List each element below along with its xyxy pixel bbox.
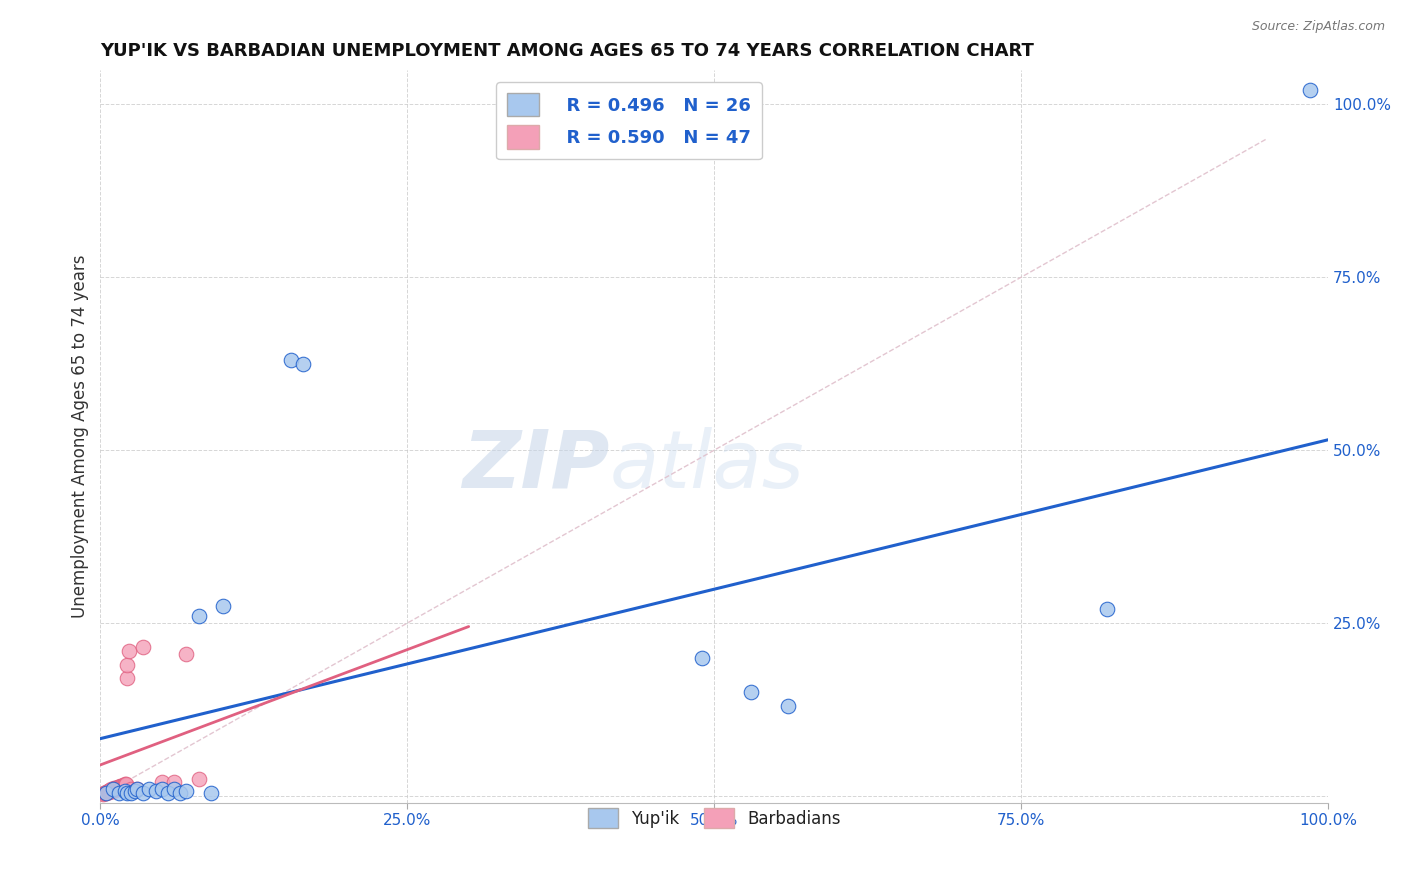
Point: [163, 782, 186, 797]
Point: [111, 780, 134, 794]
Text: YUP'IK VS BARBADIAN UNEMPLOYMENT AMONG AGES 65 TO 74 YEARS CORRELATION CHART: YUP'IK VS BARBADIAN UNEMPLOYMENT AMONG A…: [100, 42, 1035, 60]
Point: [117, 786, 139, 800]
Point: [105, 782, 128, 797]
Point: [120, 786, 142, 800]
Text: Source: ZipAtlas.com: Source: ZipAtlas.com: [1251, 20, 1385, 33]
Point: [104, 780, 127, 795]
Point: [94, 786, 117, 800]
Point: [100, 783, 122, 797]
Point: [1095, 602, 1118, 616]
Point: [145, 783, 167, 797]
Point: [101, 783, 124, 797]
Point: [138, 782, 160, 797]
Point: [124, 783, 146, 797]
Point: [176, 647, 198, 661]
Point: [212, 599, 235, 613]
Point: [280, 353, 302, 368]
Point: [114, 783, 136, 797]
Point: [114, 779, 136, 793]
Point: [169, 786, 191, 800]
Point: [97, 785, 120, 799]
Point: [163, 775, 186, 789]
Point: [740, 685, 762, 699]
Point: [97, 783, 120, 797]
Point: [132, 640, 155, 655]
Point: [127, 782, 149, 797]
Point: [107, 780, 129, 794]
Point: [101, 782, 124, 797]
Point: [93, 786, 115, 800]
Point: [114, 776, 136, 790]
Point: [110, 779, 132, 793]
Point: [103, 782, 125, 797]
Point: [97, 785, 120, 799]
Point: [112, 780, 135, 794]
Point: [200, 786, 222, 800]
Point: [117, 644, 139, 658]
Point: [108, 780, 131, 795]
Point: [107, 786, 129, 800]
Point: [187, 609, 209, 624]
Legend: Yup'ik, Barbadians: Yup'ik, Barbadians: [581, 801, 848, 835]
Point: [104, 782, 127, 797]
Point: [108, 779, 131, 793]
Point: [98, 784, 121, 798]
Point: [150, 775, 173, 789]
Point: [1299, 83, 1322, 97]
Point: [111, 779, 134, 793]
Point: [101, 782, 124, 797]
Text: ZIP: ZIP: [463, 426, 610, 505]
Point: [776, 699, 799, 714]
Point: [107, 781, 129, 796]
Point: [107, 780, 129, 794]
Point: [127, 782, 149, 797]
Point: [107, 782, 129, 797]
Point: [132, 786, 155, 800]
Point: [96, 786, 118, 800]
Point: [98, 782, 121, 797]
Point: [690, 650, 713, 665]
Point: [105, 780, 128, 795]
Point: [117, 672, 139, 686]
Point: [96, 786, 118, 800]
Point: [103, 781, 125, 796]
Point: [97, 783, 120, 797]
Point: [291, 357, 314, 371]
Point: [120, 782, 142, 797]
Text: atlas: atlas: [610, 426, 804, 505]
Point: [100, 782, 122, 797]
Point: [110, 780, 132, 795]
Point: [187, 772, 209, 786]
Point: [176, 783, 198, 797]
Point: [150, 782, 173, 797]
Point: [112, 778, 135, 792]
Point: [117, 657, 139, 672]
Point: [96, 785, 118, 799]
Point: [91, 787, 114, 801]
Point: [156, 786, 179, 800]
Point: [115, 776, 138, 790]
Point: [115, 778, 138, 792]
Y-axis label: Unemployment Among Ages 65 to 74 years: Unemployment Among Ages 65 to 74 years: [72, 254, 89, 618]
